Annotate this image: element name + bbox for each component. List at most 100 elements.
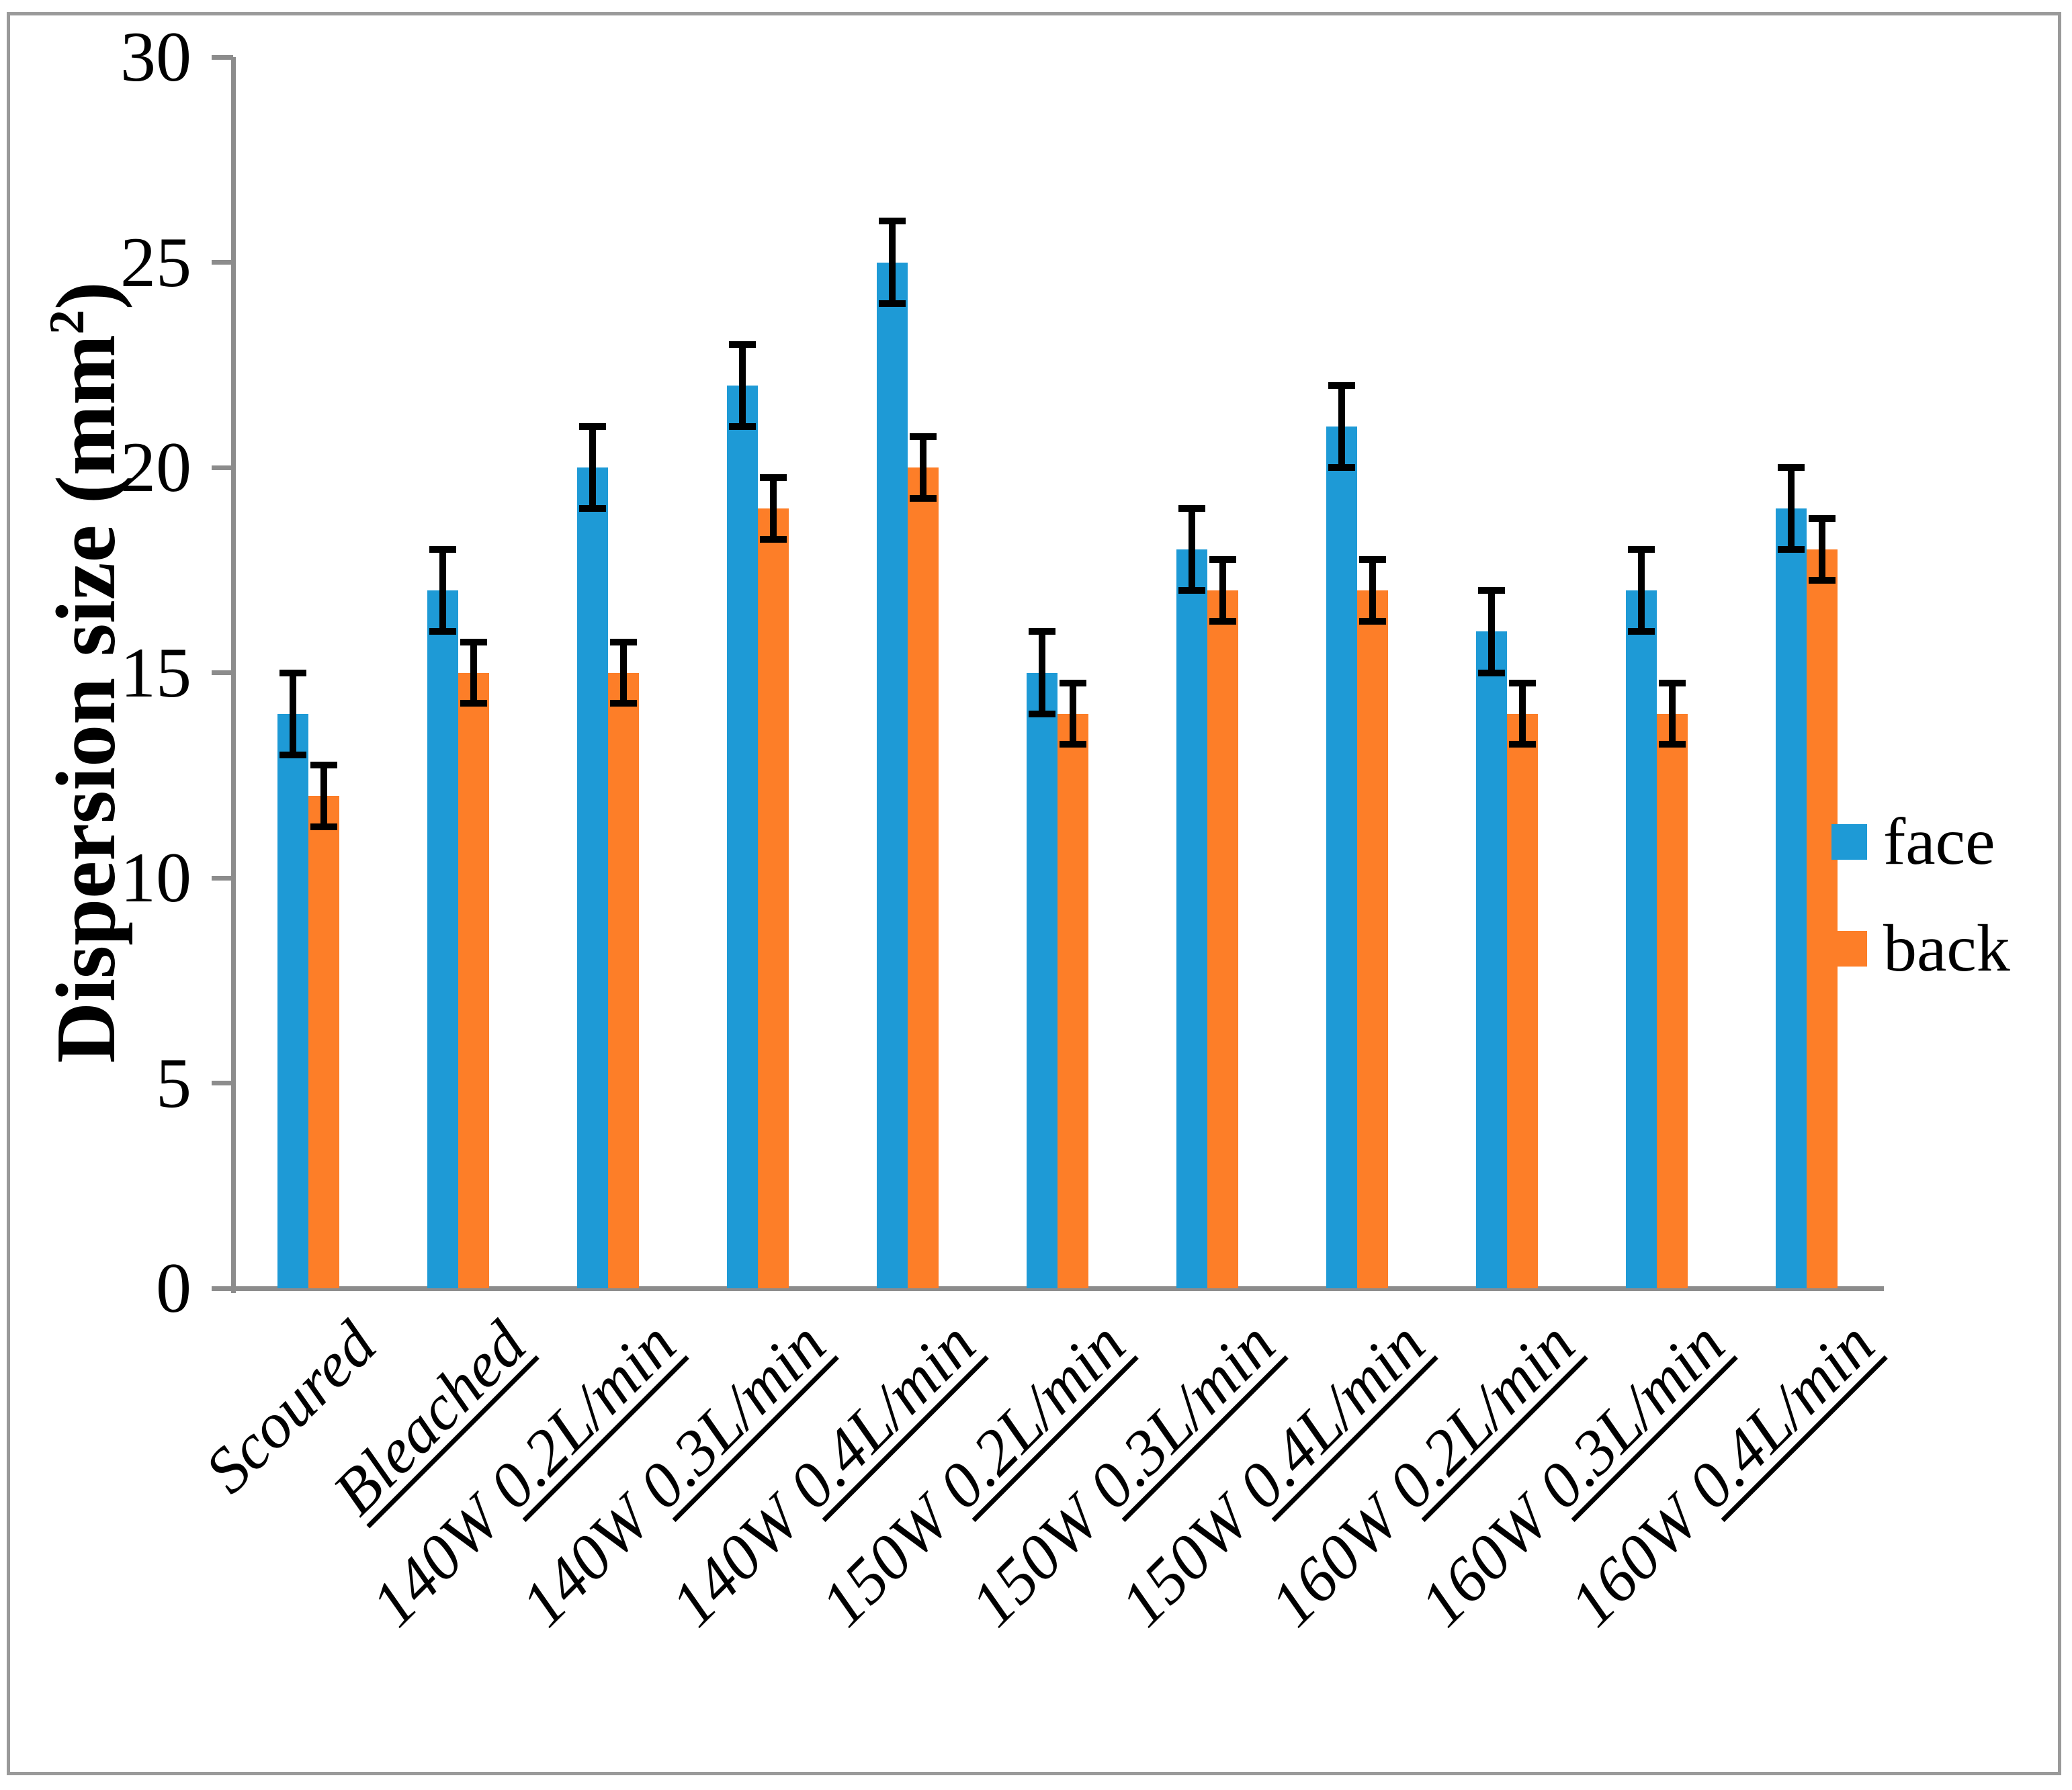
bar-back-2 [607,672,639,1288]
error-bar-cap-bottom-face-3 [728,422,756,430]
error-bar-cap-top-face-7 [1328,382,1355,389]
error-bar-cap-top-face-8 [1477,587,1505,594]
error-bar-cap-bottom-back-3 [759,535,787,543]
x-axis-line [231,1286,1884,1291]
error-bar-cap-bottom-face-7 [1328,464,1355,471]
error-bar-cap-top-face-10 [1777,464,1805,471]
y-tick-30 [212,54,233,60]
error-bar-back-1 [470,641,477,704]
error-bar-back-3 [769,478,777,539]
error-bar-back-0 [320,764,327,827]
error-bar-cap-bottom-face-8 [1477,669,1505,676]
y-tick-15 [212,670,233,675]
legend-label-face: face [1883,804,1995,879]
chart-border [7,12,2061,1775]
legend-item-back: back [1831,911,2010,985]
error-bar-face-4 [888,221,896,304]
error-bar-cap-top-face-0 [279,669,306,676]
error-bar-cap-bottom-back-4 [909,494,937,502]
bar-back-9 [1656,713,1688,1288]
bar-back-4 [907,467,939,1288]
error-bar-face-6 [1188,508,1195,591]
error-bar-cap-top-face-2 [578,422,606,430]
error-bar-cap-bottom-face-10 [1777,546,1805,553]
error-bar-cap-bottom-back-8 [1508,741,1536,748]
error-bar-cap-top-back-3 [759,474,787,482]
error-bar-face-3 [738,344,746,427]
error-bar-cap-top-face-9 [1627,546,1655,553]
bar-face-6 [1176,549,1207,1288]
y-tick-0 [212,1286,233,1291]
bar-face-10 [1775,508,1807,1288]
bar-face-4 [876,262,908,1288]
bar-face-8 [1475,631,1507,1288]
error-bar-back-9 [1668,682,1676,745]
error-bar-face-10 [1787,467,1795,550]
error-bar-cap-top-back-10 [1808,515,1836,523]
error-bar-cap-bottom-back-0 [310,823,337,830]
error-bar-face-0 [289,672,296,755]
error-bar-cap-bottom-back-5 [1059,741,1086,748]
bar-back-1 [458,672,489,1288]
error-bar-back-8 [1518,682,1526,745]
bar-back-8 [1506,713,1538,1288]
error-bar-face-2 [589,426,596,509]
error-bar-face-9 [1637,549,1645,632]
bar-back-7 [1356,590,1388,1288]
error-bar-cap-bottom-back-6 [1209,618,1236,625]
error-bar-back-6 [1219,560,1226,622]
error-bar-back-7 [1369,560,1376,622]
error-bar-cap-bottom-back-1 [460,700,487,707]
bar-back-10 [1806,549,1838,1288]
y-tick-label-20: 20 [120,428,191,506]
error-bar-cap-top-back-0 [310,761,337,768]
error-bar-cap-top-face-4 [878,218,906,225]
error-bar-cap-bottom-face-2 [578,505,606,512]
error-bar-cap-top-face-1 [429,546,456,553]
error-bar-face-8 [1487,590,1495,673]
error-bar-back-4 [919,437,926,498]
y-tick-label-10: 10 [120,838,191,917]
legend-swatch-face [1831,823,1867,860]
error-bar-cap-top-back-8 [1508,679,1536,686]
error-bar-face-1 [439,549,446,632]
bar-face-2 [576,467,608,1288]
legend-label-back: back [1883,911,2010,985]
bar-face-9 [1625,590,1657,1288]
y-tick-label-0: 0 [156,1249,191,1327]
y-tick-20 [212,465,233,470]
error-bar-cap-top-face-5 [1028,628,1055,635]
y-tick-label-25: 25 [120,222,191,302]
error-bar-cap-bottom-face-4 [878,300,906,307]
legend-item-face: face [1831,804,1995,879]
error-bar-cap-bottom-back-2 [609,700,637,707]
error-bar-face-7 [1338,385,1345,467]
y-tick-label-30: 30 [120,17,191,96]
bar-back-0 [308,795,339,1288]
error-bar-cap-top-face-3 [728,341,756,348]
error-bar-face-5 [1038,631,1045,714]
y-tick-25 [212,260,233,265]
error-bar-cap-bottom-face-5 [1028,710,1055,717]
error-bar-cap-bottom-back-9 [1658,741,1686,748]
bar-back-6 [1207,590,1238,1288]
y-axis-line [231,57,236,1293]
error-bar-back-5 [1069,682,1076,745]
error-bar-cap-bottom-face-9 [1627,628,1655,635]
error-bar-cap-bottom-face-6 [1178,587,1205,594]
error-bar-cap-top-back-9 [1658,679,1686,686]
error-bar-cap-bottom-face-1 [429,628,456,635]
error-bar-cap-top-back-7 [1358,556,1386,564]
error-bar-cap-bottom-back-10 [1808,577,1836,584]
y-tick-5 [212,1081,233,1085]
y-axis-title-superscript: 2 [40,310,95,335]
error-bar-back-2 [619,641,627,704]
bar-face-0 [277,713,308,1288]
error-bar-cap-bottom-face-0 [279,751,306,758]
error-bar-cap-top-back-1 [460,638,487,645]
error-bar-cap-top-back-2 [609,638,637,645]
bar-face-5 [1026,672,1057,1288]
error-bar-cap-top-back-5 [1059,679,1086,686]
bar-face-7 [1326,426,1357,1288]
